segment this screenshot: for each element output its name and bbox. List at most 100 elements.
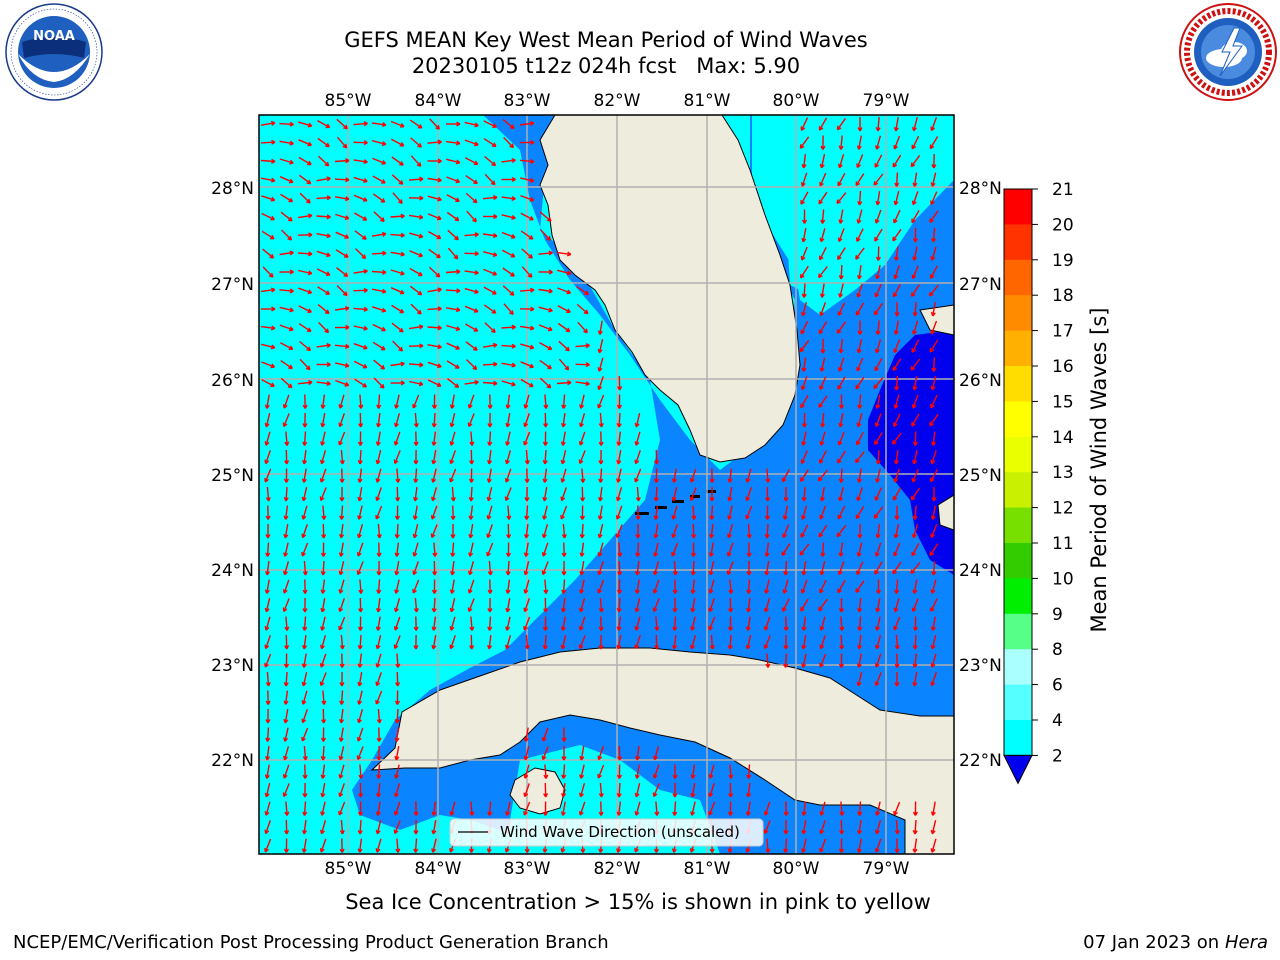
wave-direction-arrowhead [326, 195, 331, 199]
wave-direction-arrow [410, 155, 422, 167]
wave-direction-arrowhead [437, 306, 442, 310]
wave-direction-arrowhead [492, 342, 498, 346]
wave-direction-arrow [336, 118, 348, 130]
wave-direction-arrow [820, 820, 826, 834]
wave-direction-arrowhead [321, 441, 326, 446]
wave-direction-arrowhead [511, 381, 516, 386]
wave-direction-arrowhead [511, 310, 514, 315]
wave-direction-arrow [279, 158, 294, 164]
wave-direction-arrow [283, 764, 290, 779]
wave-direction-arrowhead [618, 404, 623, 409]
wave-direction-arrowhead [487, 534, 492, 539]
wave-direction-arrow [543, 468, 548, 483]
wave-direction-arrowhead [525, 552, 529, 557]
wave-direction-arrow [747, 764, 751, 779]
wave-direction-arrow [653, 764, 660, 779]
wave-direction-arrowhead [322, 774, 326, 779]
wave-direction-arrowhead [400, 346, 404, 352]
wave-direction-arrowhead [655, 515, 659, 520]
wave-direction-arrowhead [857, 349, 862, 354]
wave-direction-arrowhead [820, 515, 824, 520]
wave-direction-arrow [636, 579, 640, 594]
wave-direction-arrowhead [839, 423, 844, 428]
wave-direction-arrow [507, 505, 510, 520]
wave-direction-arrowhead [415, 460, 419, 465]
wave-direction-arrowhead [529, 120, 535, 124]
wave-direction-arrowhead [567, 380, 572, 384]
wave-direction-arrowhead [567, 289, 572, 294]
wave-direction-arrowhead [579, 460, 584, 465]
ocean-0-2s-bahamas [868, 330, 954, 575]
wave-direction-arrowhead [511, 291, 515, 296]
wave-direction-arrowhead [913, 182, 918, 187]
wave-direction-arrowhead [345, 158, 350, 162]
wave-direction-arrow [709, 783, 715, 797]
wave-direction-arrowhead [767, 478, 771, 483]
wave-direction-arrowhead [341, 645, 345, 650]
wave-direction-arrowhead [618, 608, 622, 613]
wave-direction-arrowhead [820, 164, 825, 169]
wave-direction-arrowhead [542, 737, 547, 742]
wave-direction-arrowhead [511, 124, 515, 129]
wave-direction-arrowhead [363, 197, 368, 202]
wave-direction-arrow [653, 598, 660, 612]
wave-direction-arrowhead [544, 848, 548, 853]
wave-direction-arrowhead [896, 182, 900, 187]
wave-direction-arrow [911, 135, 920, 150]
wave-direction-arrowhead [567, 251, 572, 255]
wave-direction-arrowhead [320, 848, 325, 853]
wave-direction-arrowhead [618, 811, 622, 816]
wave-direction-arrowhead [895, 589, 900, 594]
wave-direction-arrowhead [858, 626, 863, 631]
wave-direction-arrowhead [359, 626, 364, 631]
wave-direction-arrowhead [469, 534, 474, 539]
land-bahamas [919, 304, 954, 531]
wave-direction-arrow [839, 283, 844, 298]
wave-direction-arrowhead [818, 404, 823, 408]
wave-direction-arrowhead [931, 682, 936, 687]
wave-direction-arrow [801, 450, 808, 464]
wave-direction-arrowhead [474, 270, 479, 274]
colorbar-segment [1004, 649, 1032, 686]
wave-direction-arrow [784, 838, 788, 853]
wave-direction-arrowhead [271, 325, 276, 329]
wave-direction-arrowhead [395, 423, 399, 428]
wave-direction-arrow [358, 690, 363, 705]
wave-direction-arrow [321, 782, 326, 798]
wave-direction-arrowhead [855, 386, 860, 390]
wave-direction-arrowhead [507, 571, 511, 576]
wave-direction-arrow [858, 190, 862, 206]
wave-direction-arrowhead [524, 793, 529, 798]
wave-direction-arrow [873, 173, 884, 186]
wave-direction-arrow [371, 270, 387, 274]
map-title: GEFS MEAN Key West Mean Period of Wind W… [256, 27, 956, 79]
wave-direction-arrowhead [511, 214, 516, 219]
wave-direction-arrowhead [859, 330, 863, 335]
wave-direction-arrowhead [548, 250, 553, 254]
wave-direction-arrow [298, 269, 312, 275]
wave-direction-arrowhead [857, 219, 862, 224]
wave-direction-arrowhead [617, 478, 622, 483]
wave-direction-arrow [339, 394, 345, 409]
wave-direction-arrowhead [876, 626, 881, 631]
wave-direction-arrowhead [634, 478, 639, 483]
wave-direction-arrowhead [507, 589, 511, 594]
wave-direction-arrow [893, 542, 901, 557]
wave-direction-arrowhead [283, 774, 288, 779]
wave-direction-arrowhead [673, 645, 678, 650]
wave-direction-arrow [298, 174, 312, 185]
wave-direction-arrow [260, 141, 276, 144]
wave-direction-arrowhead [932, 571, 937, 576]
wave-direction-arrow [320, 450, 327, 464]
wave-direction-arrowhead [894, 275, 899, 280]
wave-direction-arrowhead [363, 306, 368, 311]
wave-direction-arrowhead [618, 589, 623, 594]
wave-direction-arrowhead [412, 589, 417, 594]
wave-direction-arrow [544, 764, 547, 779]
wave-direction-arrow [542, 561, 549, 575]
wave-direction-arrow [894, 191, 900, 205]
wave-direction-arrowhead [876, 608, 881, 613]
wave-direction-arrow [654, 505, 659, 520]
wave-direction-arrow [579, 635, 586, 649]
